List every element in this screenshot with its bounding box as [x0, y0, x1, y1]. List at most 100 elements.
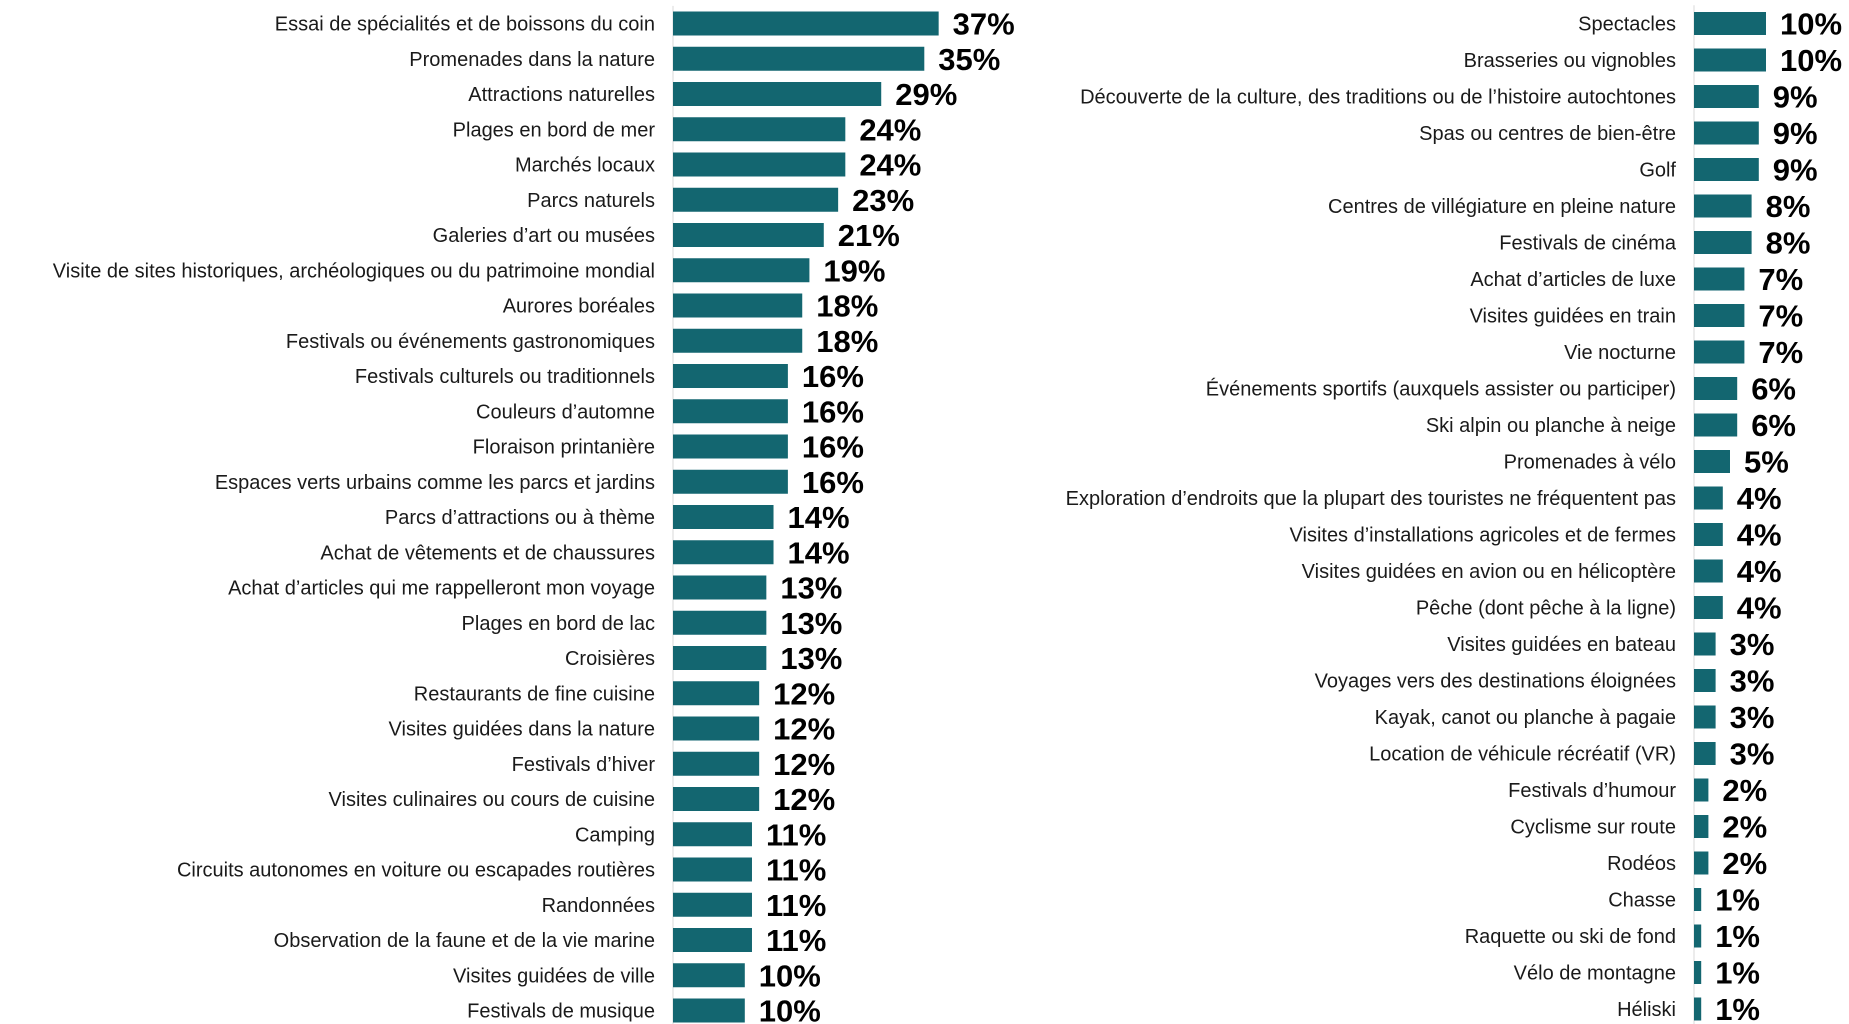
bar	[1694, 194, 1752, 218]
category-label: Festivals d’humour	[1508, 780, 1676, 802]
bar	[1694, 632, 1716, 656]
value-label: 16%	[802, 359, 864, 394]
bar	[673, 152, 846, 177]
bar	[1694, 267, 1745, 291]
value-label: 14%	[788, 500, 850, 535]
category-label: Visite de sites historiques, archéologiq…	[53, 260, 655, 282]
bar	[1694, 851, 1709, 875]
category-label: Aurores boréales	[503, 296, 655, 318]
category-label: Vélo de montagne	[1514, 963, 1676, 985]
category-label: Spas ou centres de bien-être	[1419, 123, 1676, 145]
bar	[673, 11, 939, 36]
value-label: 2%	[1722, 846, 1767, 881]
category-label: Floraison printanière	[473, 437, 655, 459]
bar	[1694, 48, 1766, 72]
bar	[673, 293, 803, 318]
value-label: 1%	[1715, 919, 1760, 954]
category-label: Visites guidées en avion ou en hélicoptè…	[1302, 561, 1676, 583]
value-label: 14%	[788, 535, 850, 570]
category-label: Visites culinaires ou cours de cuisine	[329, 789, 655, 811]
value-label: 1%	[1715, 992, 1760, 1024]
bar	[673, 575, 767, 600]
category-label: Vie nocturne	[1564, 342, 1676, 364]
category-label: Observation de la faune et de la vie mar…	[274, 930, 655, 952]
value-label: 18%	[816, 289, 878, 324]
bar	[673, 505, 774, 529]
bar	[673, 364, 788, 388]
value-label: 4%	[1737, 518, 1782, 553]
value-label: 9%	[1773, 80, 1818, 115]
category-label: Croisières	[565, 648, 655, 670]
value-label: 16%	[802, 465, 864, 500]
value-label: 3%	[1730, 664, 1775, 699]
category-label: Voyages vers des destinations éloignées	[1315, 671, 1676, 693]
bar	[673, 46, 925, 71]
bar	[1694, 121, 1759, 145]
value-label: 1%	[1715, 956, 1760, 991]
value-label: 6%	[1751, 372, 1796, 407]
bar	[673, 716, 760, 741]
category-label: Visites guidées de ville	[453, 965, 655, 987]
value-label: 13%	[780, 641, 842, 676]
value-label: 6%	[1751, 408, 1796, 443]
category-label: Achat d’articles qui me rappelleront mon…	[228, 578, 655, 600]
bar	[1694, 888, 1702, 911]
bar	[673, 681, 760, 706]
category-label: Visites guidées en train	[1470, 306, 1676, 328]
value-label: 4%	[1737, 554, 1782, 589]
category-label: Festivals de cinéma	[1499, 233, 1677, 255]
value-label: 3%	[1730, 700, 1775, 735]
category-label: Rodéos	[1607, 853, 1676, 875]
bar	[673, 787, 760, 811]
category-label: Marchés locaux	[515, 155, 655, 177]
value-label: 4%	[1737, 481, 1782, 516]
category-label: Festivals culturels ou traditionnels	[355, 366, 655, 388]
bar	[1694, 85, 1759, 108]
category-label: Parcs naturels	[527, 190, 655, 212]
category-label: Achat de vêtements et de chaussures	[320, 542, 655, 564]
value-label: 10%	[759, 994, 821, 1024]
category-label: Plages en bord de mer	[453, 119, 656, 141]
category-label: Parcs d’attractions ou à thème	[385, 507, 655, 529]
value-label: 37%	[953, 7, 1015, 42]
bar	[1694, 450, 1730, 473]
bar	[1694, 231, 1752, 254]
bar	[673, 646, 767, 670]
category-label: Promenades dans la nature	[409, 49, 655, 71]
category-label: Chasse	[1608, 890, 1676, 912]
value-label: 10%	[759, 958, 821, 993]
bar	[673, 928, 752, 952]
bar	[1694, 377, 1738, 400]
value-label: 11%	[766, 923, 826, 958]
value-label: 8%	[1766, 189, 1811, 224]
category-label: Cyclisme sur route	[1510, 817, 1676, 839]
category-label: Héliski	[1617, 999, 1676, 1021]
bar	[673, 399, 788, 424]
value-label: 12%	[773, 747, 835, 782]
value-label: 35%	[938, 42, 1000, 77]
bar	[1694, 304, 1745, 327]
value-label: 5%	[1744, 445, 1789, 480]
value-label: 2%	[1722, 773, 1767, 808]
category-label: Festivals de musique	[467, 1001, 655, 1023]
value-label: 12%	[773, 712, 835, 747]
category-label: Raquette ou ski de fond	[1465, 926, 1676, 948]
bar	[673, 434, 788, 459]
category-label: Festivals d’hiver	[512, 754, 656, 776]
value-label: 10%	[1780, 7, 1842, 42]
category-label: Couleurs d’automne	[476, 401, 655, 423]
bar	[673, 892, 752, 917]
category-label: Promenades à vélo	[1504, 452, 1676, 474]
value-label: 4%	[1737, 591, 1782, 626]
value-label: 12%	[773, 782, 835, 817]
category-label: Pêche (dont pêche à la ligne)	[1416, 598, 1676, 620]
value-label: 11%	[766, 888, 826, 923]
bar	[1694, 705, 1716, 729]
value-label: 18%	[816, 324, 878, 359]
category-label: Circuits autonomes en voiture ou escapad…	[177, 860, 655, 882]
bar	[1694, 742, 1716, 765]
category-label: Attractions naturelles	[468, 84, 655, 106]
right-bar-panel: Spectacles 10% Brasseries ou vignobles 10% D…	[1066, 5, 1842, 1024]
category-label: Ski alpin ou planche à neige	[1426, 415, 1676, 437]
category-label: Visites d’installations agricoles et de …	[1290, 525, 1676, 547]
